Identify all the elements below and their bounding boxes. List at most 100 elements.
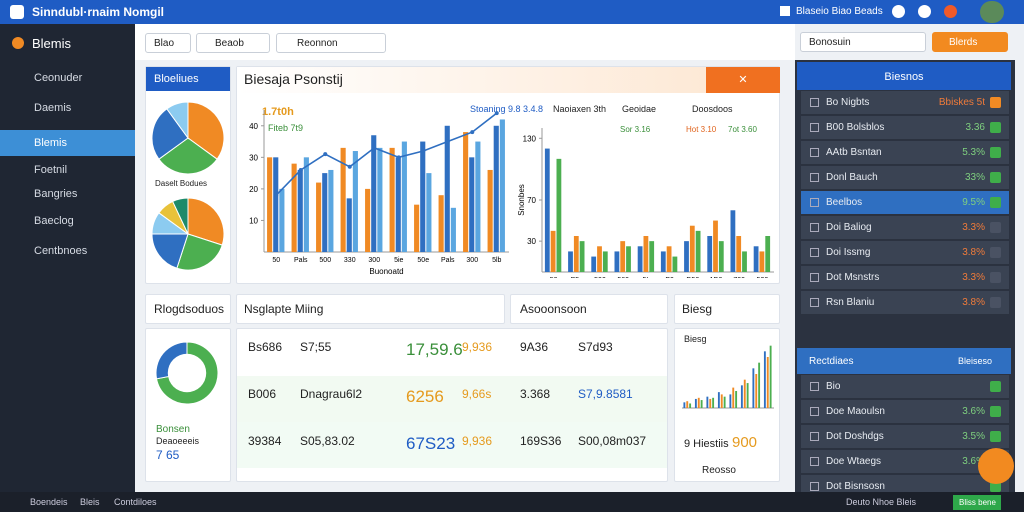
list-row[interactable]: Doi Issmg 3.8%	[801, 241, 1009, 265]
app-title: Sinndubl·rnaim Nomgil	[32, 5, 164, 19]
nav-item[interactable]: Baeclog	[34, 215, 74, 227]
label: 900	[732, 434, 758, 451]
badge	[990, 247, 1001, 258]
row-value: 33%	[964, 172, 985, 183]
list-row[interactable]: Doe Maoulsn 3.6%	[801, 400, 1009, 424]
nav-item[interactable]: Foetnil	[34, 164, 68, 176]
action-button[interactable]: Blerds	[932, 32, 1008, 52]
panel-header[interactable]	[510, 294, 668, 324]
list-row[interactable]: Dot Msnstrs 3.3%	[801, 266, 1009, 290]
x-tick-label: 530	[757, 277, 769, 278]
x-tick-label: 50e	[417, 257, 429, 264]
bar	[273, 157, 279, 252]
bar	[755, 374, 758, 408]
checkbox	[810, 123, 819, 132]
row-label: Donl Bauch	[826, 172, 878, 183]
bar	[649, 241, 655, 272]
bar	[742, 251, 747, 272]
footer-link[interactable]: Contdiloes	[114, 497, 157, 507]
x-tick-label: 560	[617, 277, 629, 278]
x-tick-label: 500	[319, 257, 331, 264]
panel-header	[237, 67, 707, 93]
nav-item[interactable]: Bangries	[34, 188, 78, 200]
dropdown[interactable]: Reonnon	[276, 33, 386, 53]
icon[interactable]	[892, 5, 905, 18]
bar	[499, 119, 505, 252]
badge	[990, 406, 1001, 417]
footer-link[interactable]: Bleis	[80, 497, 100, 507]
x-tick-label: Pals	[441, 257, 455, 264]
checkbox	[810, 248, 819, 257]
button[interactable]: Beaob	[196, 33, 270, 53]
top-bar	[0, 0, 1024, 24]
row-label: Dot Msnstrs	[826, 272, 880, 283]
icon[interactable]	[944, 5, 957, 18]
button[interactable]: Blao	[145, 33, 191, 53]
list-row[interactable]: Doi Baliog 3.3%	[801, 216, 1009, 240]
panel	[674, 328, 780, 482]
row-label: Dot Bisnsosn	[826, 481, 885, 492]
header-link[interactable]: Blaseio Biao Beads	[796, 6, 883, 17]
nav-item-active[interactable]: Blemis	[0, 130, 135, 156]
list-row[interactable]: Rsn Blaniu 3.8%	[801, 291, 1009, 315]
x-tick-label: 5lb	[492, 257, 501, 264]
label[interactable]: Bleiseso	[958, 356, 993, 366]
row-highlight	[237, 422, 667, 468]
panel-title: Nsglapte Miing	[244, 302, 324, 316]
table-cell: 6256	[406, 387, 444, 406]
checkbox	[810, 173, 819, 182]
bar	[672, 256, 678, 272]
bar	[463, 132, 469, 252]
bar	[759, 251, 765, 272]
badge	[990, 272, 1001, 283]
list-row[interactable]: B00 Bolsblos 3.36	[801, 116, 1009, 140]
bar	[706, 396, 709, 408]
list-row[interactable]: Bo Nigbts Bbiskes 5t	[801, 91, 1009, 115]
icon[interactable]	[918, 5, 931, 18]
bar	[591, 256, 597, 272]
status-button[interactable]: Bliss bene	[953, 495, 1001, 510]
close-button[interactable]: ✕	[706, 67, 780, 93]
bar	[740, 385, 743, 408]
x-tick-label: P5o	[571, 277, 584, 278]
table-cell: Dnagrau6l2	[300, 387, 363, 401]
bar	[730, 210, 736, 272]
bar	[709, 398, 712, 408]
list-row[interactable]: Donl Bauch 33%	[801, 166, 1009, 190]
footer-link[interactable]: Boendeis	[30, 497, 68, 507]
table-cell: Bs686	[248, 340, 283, 354]
bar	[695, 230, 701, 272]
list-row[interactable]: Bio	[801, 375, 1009, 399]
bar	[602, 251, 608, 272]
panel-title: Rlogdsoduos	[154, 302, 225, 316]
table-cell: S7d93	[578, 340, 613, 354]
donut-chart	[155, 341, 219, 405]
bar	[712, 397, 715, 408]
avatar[interactable]	[980, 1, 1004, 23]
bar	[752, 368, 755, 408]
footer-link[interactable]: Deuto Nhoe Bleis	[846, 497, 917, 507]
y-tick-label: 20	[249, 185, 258, 194]
nav-item[interactable]: Daemis	[34, 102, 72, 114]
row-label: Doe Wtaegs	[826, 456, 882, 467]
row-value: 9.5%	[962, 197, 985, 208]
panel-header	[674, 294, 780, 324]
checkbox	[810, 482, 819, 491]
nav-item[interactable]: Centbnoes	[34, 245, 88, 257]
panel-title: Biesaja Psonstij	[244, 71, 343, 87]
list-row[interactable]: Doe Wtaegs 3.6%	[801, 450, 1009, 474]
bar	[573, 236, 579, 272]
chat-button[interactable]	[978, 448, 1014, 484]
list-row[interactable]: Dot Doshdgs 3.5%	[801, 425, 1009, 449]
list-row[interactable]: AAtb Bsntan 5.3%	[801, 141, 1009, 165]
badge	[990, 222, 1001, 233]
bar	[475, 141, 481, 252]
search-input[interactable]: Bonosuin	[800, 32, 926, 52]
checkbox	[810, 198, 819, 207]
checkbox	[810, 457, 819, 466]
bar	[763, 351, 766, 408]
badge	[990, 297, 1001, 308]
bar	[626, 246, 631, 272]
nav-item[interactable]: Ceonuder	[34, 72, 83, 84]
list-row[interactable]: Beelbos 9.5%	[801, 191, 1009, 215]
